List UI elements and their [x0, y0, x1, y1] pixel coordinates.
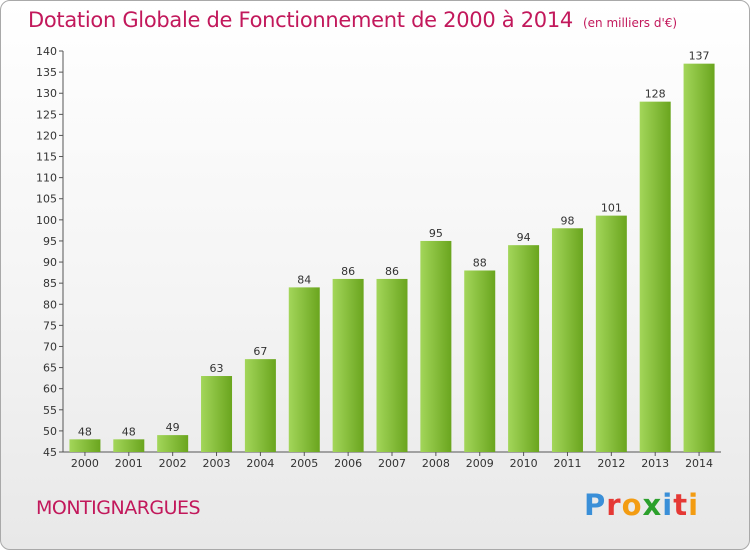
brand-letter: t [673, 488, 689, 522]
bar-value-label: 98 [560, 214, 574, 227]
y-tick-label: 115 [36, 151, 57, 164]
y-tick-label: 85 [43, 277, 57, 290]
y-tick-label: 60 [43, 383, 57, 396]
bar [244, 359, 276, 452]
bar [201, 376, 233, 452]
x-tick-label: 2000 [71, 457, 99, 470]
y-tick-label: 105 [36, 193, 57, 206]
bar [639, 101, 671, 452]
y-tick-label: 80 [43, 298, 57, 311]
brand-logo: Proxiti [584, 488, 699, 522]
y-tick-label: 65 [43, 362, 57, 375]
bar-value-label: 137 [689, 50, 710, 63]
y-tick-label: 50 [43, 425, 57, 438]
bar [157, 435, 189, 452]
chart-title: Dotation Globale de Fonctionnement de 20… [28, 8, 677, 32]
x-tick-label: 2005 [290, 457, 318, 470]
chart-unit: (en milliers d'€) [582, 16, 678, 30]
brand-letter: i [688, 488, 700, 522]
y-tick-label: 110 [36, 172, 57, 185]
bar [595, 215, 627, 452]
x-tick-label: 2012 [597, 457, 625, 470]
y-tick-label: 140 [36, 45, 57, 58]
y-tick-label: 75 [43, 319, 57, 332]
bar-value-label: 86 [385, 265, 399, 278]
bar-value-label: 94 [517, 231, 531, 244]
bar-value-label: 128 [645, 88, 666, 101]
y-tick-label: 125 [36, 108, 57, 121]
y-tick-label: 100 [36, 214, 57, 227]
bar [69, 439, 101, 452]
bar [288, 287, 320, 452]
bar-value-label: 86 [341, 265, 355, 278]
bar [420, 240, 452, 452]
x-tick-label: 2011 [553, 457, 581, 470]
bar-value-label: 84 [297, 273, 311, 286]
x-tick-label: 2004 [246, 457, 274, 470]
y-tick-label: 130 [36, 87, 57, 100]
bar [508, 245, 540, 452]
y-tick-label: 120 [36, 129, 57, 142]
y-tick-label: 90 [43, 256, 57, 269]
brand-letter: x [642, 488, 663, 522]
x-tick-label: 2014 [685, 457, 713, 470]
y-tick-label: 70 [43, 340, 57, 353]
x-tick-label: 2008 [422, 457, 450, 470]
bar-value-label: 101 [601, 202, 622, 215]
bar [332, 278, 364, 452]
bar-value-label: 95 [429, 227, 443, 240]
y-tick-label: 95 [43, 235, 57, 248]
x-tick-label: 2003 [203, 457, 231, 470]
brand-letter: P [584, 488, 607, 522]
brand-letter: r [606, 488, 622, 522]
x-tick-label: 2001 [115, 457, 143, 470]
x-tick-label: 2010 [510, 457, 538, 470]
y-tick-label: 55 [43, 404, 57, 417]
chart-title-text: Dotation Globale de Fonctionnement de 20… [28, 8, 573, 32]
x-tick-label: 2006 [334, 457, 362, 470]
y-tick-label: 135 [36, 66, 57, 79]
x-tick-label: 2002 [159, 457, 187, 470]
bar-value-label: 49 [166, 421, 180, 434]
bar [376, 278, 408, 452]
bar-value-label: 48 [122, 425, 136, 438]
y-tick-label: 45 [43, 446, 57, 459]
bar-value-label: 88 [473, 256, 487, 269]
bar [464, 270, 496, 452]
brand-letter: o [621, 488, 643, 522]
bar [683, 63, 715, 453]
bar-value-label: 67 [253, 345, 267, 358]
brand-letter: i [662, 488, 674, 522]
bar-value-label: 63 [210, 362, 224, 375]
x-tick-label: 2013 [641, 457, 669, 470]
bar-value-label: 48 [78, 425, 92, 438]
commune-name: MONTIGNARGUES [36, 497, 201, 519]
bar [551, 228, 583, 452]
bar [113, 439, 145, 452]
x-tick-label: 2007 [378, 457, 406, 470]
x-tick-label: 2009 [466, 457, 494, 470]
